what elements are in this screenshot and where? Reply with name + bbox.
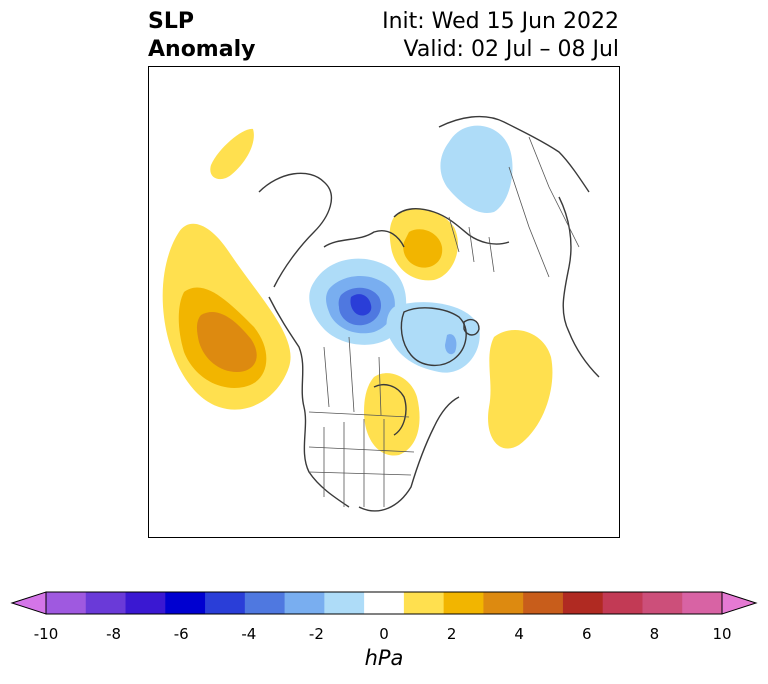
scand-high-core xyxy=(403,229,443,268)
coast-canada-arctic xyxy=(323,230,405,248)
colorbar-cell xyxy=(125,592,166,614)
title-line1: SLP xyxy=(148,9,194,34)
border-us-canada xyxy=(308,411,410,418)
border-russia xyxy=(508,136,580,278)
colorbar-cell xyxy=(682,592,723,614)
border-us-states-1 xyxy=(323,419,385,507)
coast-hudson-bay xyxy=(373,384,407,436)
colorbar-tick-label: -6 xyxy=(173,625,189,643)
coastlines xyxy=(258,115,600,512)
bering-high xyxy=(210,128,254,180)
colorbar-tick-label: 2 xyxy=(446,625,457,643)
colorbar-cell xyxy=(562,592,604,614)
coast-europe xyxy=(393,208,510,245)
colorbar-outline xyxy=(45,591,723,615)
colorbar-tick-label: -4 xyxy=(241,625,257,643)
colorbar-tick-label: 6 xyxy=(582,625,592,643)
colorbar-cell xyxy=(602,592,643,614)
siberia-low xyxy=(440,125,513,213)
atlantic-high xyxy=(488,329,553,449)
colorbar-tick-label: 10 xyxy=(712,625,732,643)
colorbar-tick-label: -8 xyxy=(106,625,122,643)
greenland-low-core xyxy=(445,334,457,355)
init-date: Init: Wed 15 Jun 2022 xyxy=(382,9,619,34)
colorbar-tick-label: 0 xyxy=(379,625,389,643)
arctic-low-core xyxy=(350,294,372,316)
map-panel xyxy=(148,66,620,538)
valid-range: Valid: 02 Jul – 08 Jul xyxy=(403,37,619,62)
colorbar-cell xyxy=(244,592,286,614)
colorbar-cell xyxy=(46,592,87,614)
colorbar-cell xyxy=(483,592,524,614)
map-svg xyxy=(162,115,600,512)
coast-east-asia xyxy=(558,196,600,378)
border-us-states-2 xyxy=(308,446,415,476)
colorbar-tick-label: 8 xyxy=(649,625,660,643)
colorbar-cells xyxy=(10,591,758,615)
border-europe-1 xyxy=(448,216,495,273)
pacific-high-core xyxy=(196,312,257,372)
colorbar-unit: hPa xyxy=(364,646,404,670)
greenland-low xyxy=(386,302,480,373)
colorbar-cell xyxy=(165,592,206,614)
coast-alaska xyxy=(258,172,333,288)
colorbar-cell xyxy=(642,592,683,614)
colorbar-cell xyxy=(284,592,325,614)
coast-north-america-west xyxy=(268,296,350,508)
hudson-high xyxy=(364,373,420,456)
colorbar-extend-high xyxy=(721,591,758,615)
colorbar-cell xyxy=(443,592,484,614)
colorbar-cell xyxy=(85,592,127,614)
colorbar-cell xyxy=(324,592,365,614)
anomaly-fills xyxy=(162,125,553,456)
colorbar xyxy=(10,591,758,615)
colorbar-tick-label: 4 xyxy=(514,625,524,643)
coast-north-america-east xyxy=(358,396,460,512)
colorbar-cell xyxy=(364,592,405,614)
coast-iceland xyxy=(463,318,480,336)
title-line2: Anomaly xyxy=(148,37,256,62)
country-borders xyxy=(308,136,580,507)
colorbar-tick-label: -2 xyxy=(308,625,324,643)
border-canada-provinces xyxy=(323,336,382,416)
colorbar-tick-label: -10 xyxy=(33,625,59,643)
colorbar-cell xyxy=(523,592,564,614)
colorbar-extend-low xyxy=(10,591,47,615)
colorbar-cell xyxy=(403,592,445,614)
coast-siberia xyxy=(438,115,590,193)
colorbar-cell xyxy=(205,592,246,614)
coast-greenland xyxy=(400,307,467,366)
title-right: Init: Wed 15 Jun 2022 Valid: 02 Jul – 08… xyxy=(382,8,619,64)
title-left: SLP Anomaly xyxy=(148,8,255,64)
